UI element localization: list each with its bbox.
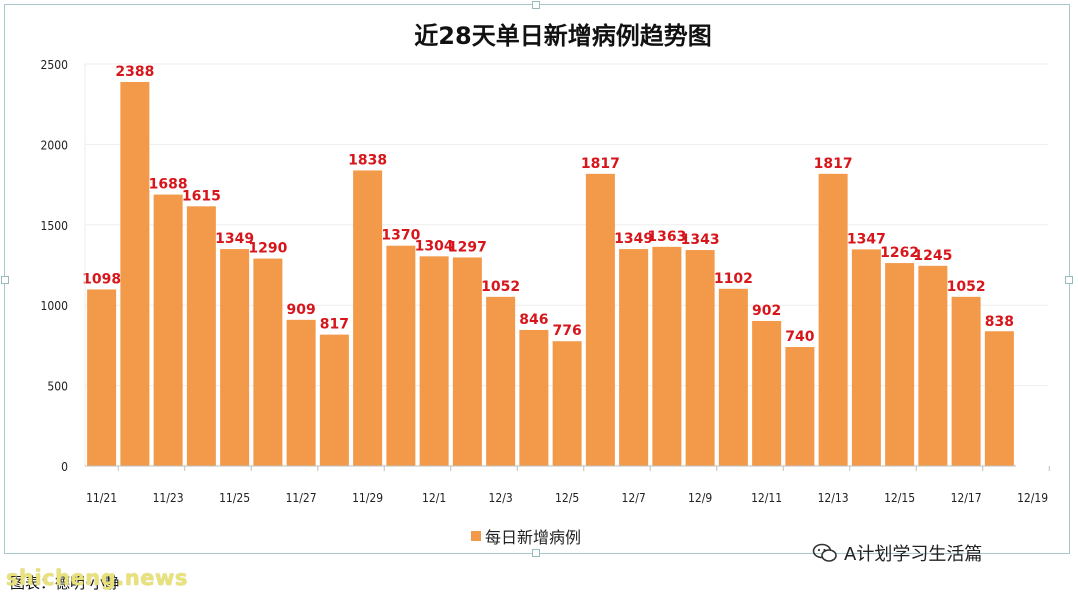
bar-12/4: [519, 329, 549, 466]
data-label: 776: [553, 323, 582, 339]
bar-11/27: [286, 319, 316, 466]
data-label: 1370: [381, 228, 420, 244]
x-tick-label: 12/19: [1017, 491, 1048, 505]
bar-11/29: [353, 170, 383, 467]
x-tick-label: 11/21: [86, 491, 117, 505]
resize-handle-bottom[interactable]: [532, 549, 540, 557]
x-tick-label: 12/9: [688, 491, 712, 505]
y-tick-label: 0: [61, 460, 68, 474]
data-label: 1098: [82, 271, 121, 287]
data-label: 1304: [415, 238, 454, 254]
bar-12/17: [951, 296, 981, 466]
wechat-account-name: A计划学习生活篇: [844, 544, 983, 565]
bar-12/6: [585, 173, 615, 466]
x-tick-label: 11/29: [352, 491, 383, 505]
x-tick-label: 11/27: [286, 491, 317, 505]
bar-11/24: [186, 206, 216, 467]
data-label: 838: [985, 314, 1014, 330]
bar-12/15: [885, 263, 915, 466]
data-label: 1838: [348, 152, 387, 168]
x-tick-label: 11/25: [219, 491, 250, 505]
y-tick-label: 1000: [41, 299, 69, 313]
bar-12/13: [818, 173, 848, 466]
bar-12/12: [785, 347, 815, 466]
data-label: 1688: [149, 177, 188, 193]
bar-11/25: [220, 249, 250, 466]
bar-12/9: [685, 250, 715, 466]
bar-12/2: [452, 257, 482, 466]
bar-12/1: [419, 256, 449, 466]
chart-credit: 图表：德明·小静: [10, 574, 120, 592]
data-label: 1817: [581, 156, 620, 172]
data-label: 1102: [714, 271, 753, 287]
data-label: 2388: [115, 64, 154, 80]
x-tick-label: 12/15: [884, 491, 915, 505]
bar-12/10: [718, 288, 748, 466]
data-label: 817: [320, 317, 349, 333]
data-label: 1349: [215, 231, 254, 247]
bar-12/8: [652, 246, 682, 466]
data-label: 1052: [947, 279, 986, 295]
legend-label: 每日新增病例: [485, 528, 581, 547]
legend-swatch: [471, 531, 481, 541]
bar-11/28: [319, 334, 349, 466]
data-label: 1615: [182, 188, 221, 204]
x-tick-label: 12/1: [422, 491, 446, 505]
bar-11/23: [153, 194, 183, 467]
bar-12/3: [486, 296, 516, 466]
legend: 每日新增病例: [471, 528, 581, 547]
site-watermark: shicheng.news: [6, 566, 188, 590]
bar-12/16: [918, 265, 948, 466]
data-label: 1343: [681, 232, 720, 248]
x-tick-label: 12/17: [951, 491, 982, 505]
data-label: 1363: [647, 229, 686, 245]
y-axis: 0 500 1000 1500 2000 2500: [41, 58, 86, 474]
data-label: 1245: [913, 248, 952, 264]
data-label: 1262: [880, 245, 919, 261]
bar-12/11: [752, 320, 782, 466]
bar-11/30: [386, 245, 416, 466]
bar-12/5: [552, 341, 582, 466]
bar-11/21: [87, 289, 117, 466]
x-tick-label: 12/3: [489, 491, 513, 505]
x-tick-label: 12/13: [818, 491, 849, 505]
bar-11/26: [253, 258, 283, 466]
chart-title: 近28天单日新增病例趋势图: [414, 22, 711, 50]
data-label: 740: [785, 329, 814, 345]
resize-handle-left[interactable]: [1, 276, 9, 284]
y-tick-label: 1500: [41, 219, 69, 233]
bar-11/22: [120, 82, 150, 467]
y-tick-label: 2500: [41, 58, 69, 72]
data-labels: 1098238816881615134912909098171838137013…: [82, 64, 1014, 345]
bar-chart: 近28天单日新增病例趋势图 10982388168816151349129090…: [41, 22, 1050, 547]
data-label: 1817: [814, 156, 853, 172]
resize-handle-right[interactable]: [1065, 276, 1073, 284]
x-tick-label: 12/5: [555, 491, 579, 505]
data-label: 1349: [614, 231, 653, 247]
bar-12/7: [619, 249, 649, 466]
y-tick-label: 2000: [41, 138, 69, 152]
x-tick-label: 11/23: [153, 491, 184, 505]
data-label: 846: [519, 312, 548, 328]
wechat-watermark: A计划学习生活篇: [812, 540, 982, 566]
x-axis: 11/21 11/23 11/25 11/27 11/29 12/1 12/3 12/5 12/…: [85, 465, 1050, 505]
bar-12/14: [851, 249, 881, 466]
y-tick-label: 500: [47, 380, 68, 394]
data-label: 1297: [448, 239, 487, 255]
data-label: 1052: [481, 279, 520, 295]
wechat-icon: [812, 543, 837, 562]
bars: [87, 82, 1014, 467]
data-label: 1290: [248, 241, 287, 257]
bar-12/18: [984, 331, 1014, 466]
x-tick-label: 12/11: [751, 491, 782, 505]
data-label: 909: [287, 302, 316, 318]
data-label: 902: [752, 303, 781, 319]
resize-handle-top[interactable]: [532, 1, 540, 9]
data-label: 1347: [847, 231, 886, 247]
x-tick-label: 12/7: [622, 491, 646, 505]
